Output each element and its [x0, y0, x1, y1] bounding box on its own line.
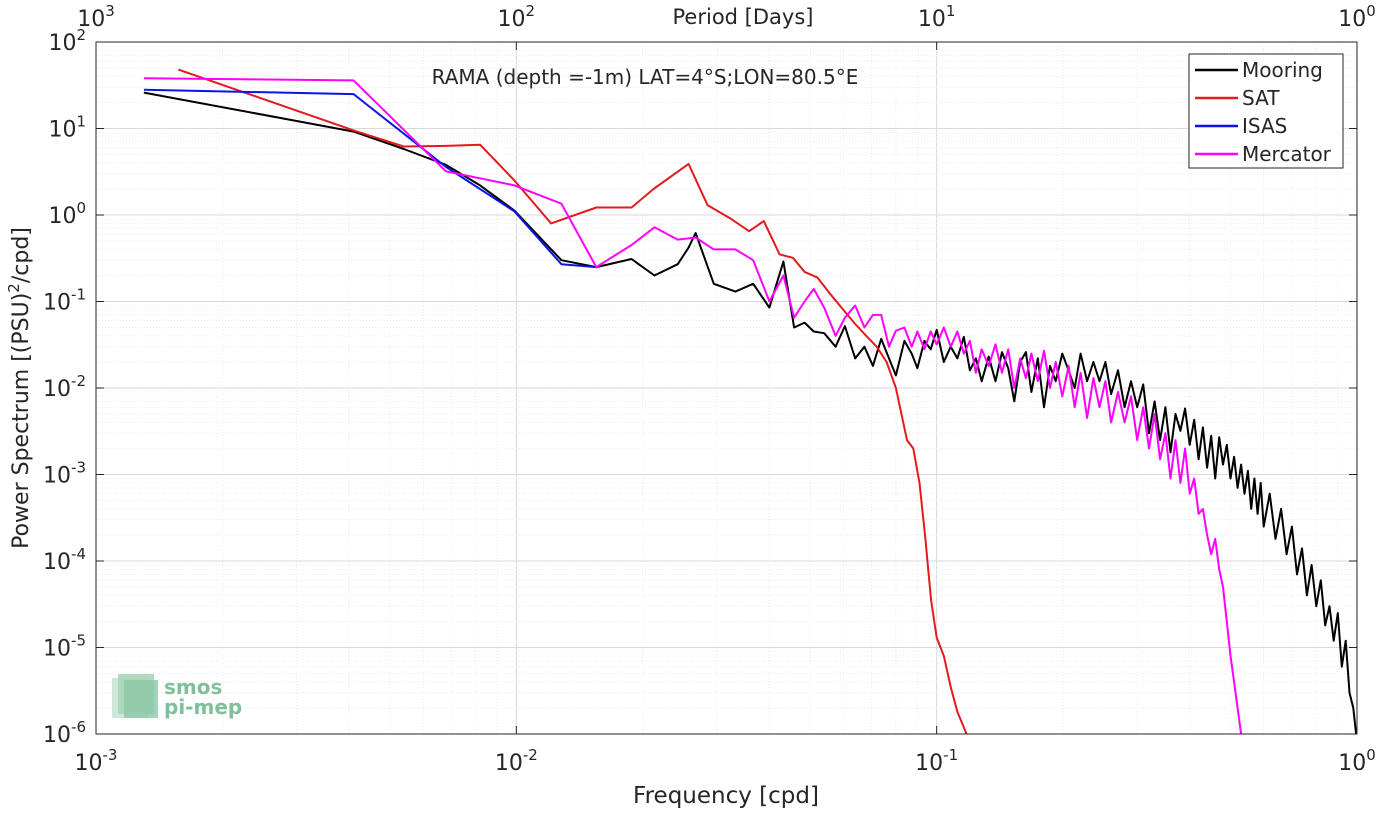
y-tick-label: 10-1 — [43, 286, 86, 316]
y-tick-label-exponent: -6 — [71, 718, 86, 736]
y-axis-label-superscript: 2 — [5, 283, 23, 293]
x-tick-label-base: 10 — [915, 751, 943, 776]
y-axis-label: Power Spectrum [(PSU)2/cpd] — [5, 227, 34, 549]
y-tick-label: 10-5 — [43, 632, 86, 662]
y-tick-label: 10-3 — [43, 459, 86, 489]
y-tick-label-base: 10 — [43, 637, 71, 662]
top-tick-label-exponent: 3 — [105, 2, 115, 20]
y-tick-label-base: 10 — [43, 291, 71, 316]
logo-text-pi-mep: pi-mep — [164, 695, 242, 719]
x-tick-label-exponent: -2 — [523, 746, 538, 764]
top-tick-label: 102 — [498, 2, 536, 32]
y-tick-label-exponent: 2 — [76, 26, 86, 44]
y-tick-label: 10-6 — [43, 718, 86, 748]
x-tick-label-base: 10 — [495, 751, 523, 776]
legend-label-isas: ISAS — [1242, 114, 1287, 138]
y-tick-label: 102 — [48, 26, 86, 56]
y-tick-label-base: 10 — [43, 550, 71, 575]
x-tick-label: 10-3 — [75, 746, 118, 776]
tick-marks — [95, 41, 1358, 735]
y-tick-label-exponent: -2 — [71, 372, 86, 390]
legend-box — [1188, 53, 1344, 169]
top-axis-label: Period [Days] — [673, 5, 814, 29]
y-tick-label-base: 10 — [43, 377, 71, 402]
x-tick-label: 10-2 — [495, 746, 538, 776]
y-tick-label-exponent: 1 — [76, 113, 86, 131]
y-tick-label-base: 10 — [43, 464, 71, 489]
y-tick-label: 10-4 — [43, 545, 86, 575]
y-axis-label-tail: /cpd] — [9, 227, 34, 283]
top-tick-label-base: 10 — [1338, 7, 1366, 32]
y-tick-label: 101 — [48, 113, 86, 143]
top-tick-label-base: 10 — [498, 7, 526, 32]
y-tick-label-exponent: -1 — [71, 286, 86, 304]
series-line-isas — [143, 88, 597, 269]
x-tick-label-base: 10 — [75, 751, 103, 776]
y-axis-label-main: Power Spectrum [(PSU) — [9, 293, 34, 549]
legend-label-mercator: Mercator — [1242, 142, 1332, 166]
legend-label-sat: SAT — [1242, 86, 1280, 110]
smos-pi-mep-logo: smos pi-mep — [112, 674, 242, 719]
y-tick-label-base: 10 — [48, 204, 76, 229]
top-tick-label-base: 10 — [77, 7, 105, 32]
legend: Mooring SAT ISAS Mercator — [1188, 53, 1344, 169]
y-tick-label-exponent: -3 — [71, 459, 86, 477]
top-tick-label-base: 10 — [918, 7, 946, 32]
y-tick-label-exponent: 0 — [76, 199, 86, 217]
series-line-sat — [177, 68, 968, 734]
y-tick-label-base: 10 — [43, 723, 71, 748]
y-tick-label-base: 10 — [48, 118, 76, 143]
top-tick-label: 100 — [1338, 2, 1376, 32]
series-line-mooring — [143, 91, 1357, 734]
x-axis-label: Frequency [cpd] — [633, 783, 819, 809]
y-tick-label: 100 — [48, 199, 86, 229]
x-tick-label: 100 — [1338, 746, 1376, 776]
y-tick-label-base: 10 — [48, 31, 76, 56]
top-tick-label-exponent: 0 — [1366, 2, 1376, 20]
top-tick-label: 101 — [918, 2, 956, 32]
y-tick-label-exponent: -5 — [71, 632, 86, 650]
top-tick-label-exponent: 2 — [526, 2, 536, 20]
x-tick-label-base: 10 — [1338, 751, 1366, 776]
top-tick-label-exponent: 1 — [946, 2, 956, 20]
x-tick-label-exponent: -3 — [103, 746, 118, 764]
series-lines — [143, 68, 1357, 734]
x-tick-label-exponent: -1 — [943, 746, 958, 764]
grid — [95, 42, 1357, 735]
x-tick-label-exponent: 0 — [1366, 746, 1376, 764]
legend-label-mooring: Mooring — [1242, 58, 1323, 82]
series-line-mercator — [143, 77, 1243, 734]
top-tick-label: 103 — [77, 2, 115, 32]
logo-text-smos: smos — [164, 675, 222, 699]
chart-title: RAMA (depth =-1m) LAT=4°S;LON=80.5°E — [432, 65, 859, 89]
logo-layer-front — [124, 680, 158, 718]
x-tick-label: 10-1 — [915, 746, 958, 776]
y-tick-label-exponent: -4 — [71, 545, 86, 563]
y-tick-label: 10-2 — [43, 372, 86, 402]
